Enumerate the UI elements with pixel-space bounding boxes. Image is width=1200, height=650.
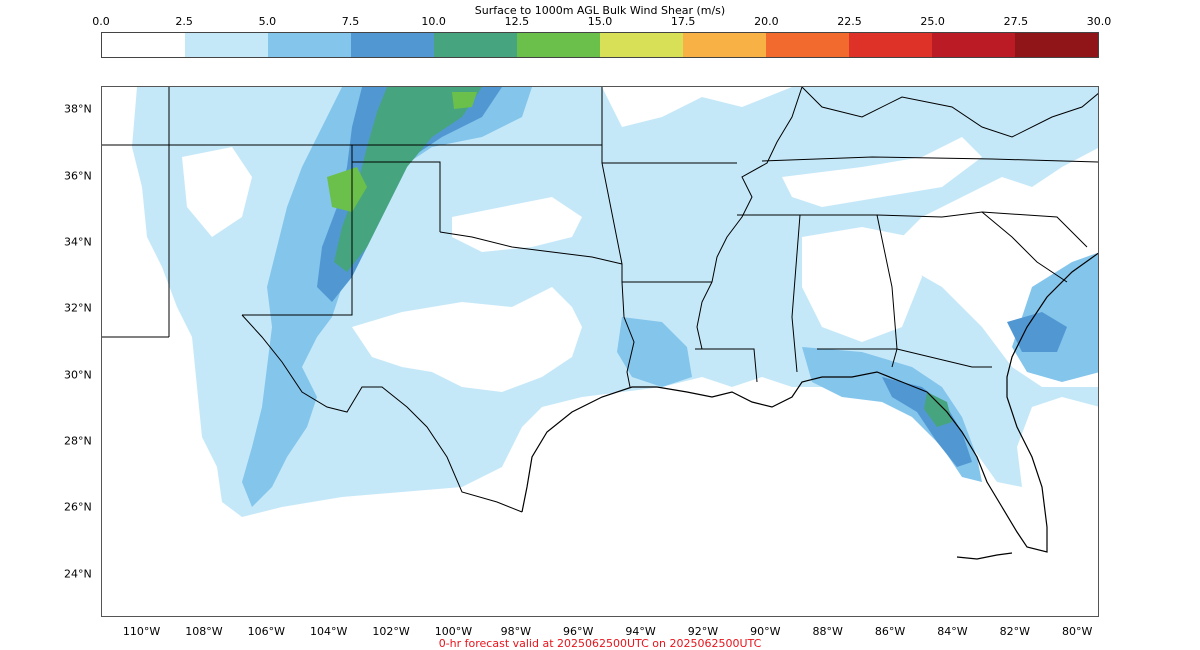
longitude-label: 90°W [750,625,781,638]
shear-hole-central-texas [352,287,582,392]
map-canvas [102,87,1098,560]
colorbar-segment [849,33,932,57]
colorbar-tick-label: 10.0 [421,15,446,28]
shear-band-7p5-10-carolina [1007,312,1067,352]
colorbar-tick-label: 5.0 [258,15,277,28]
colorbar-segment [932,33,1015,57]
florida-peninsula [926,252,1098,553]
longitude-label: 84°W [937,625,968,638]
border-tx-panhandle [352,161,441,232]
colorbar-segment [600,33,683,57]
border-ms-al [791,214,801,373]
shear-band-12p5-15 [327,167,367,212]
colorbar-segment [517,33,600,57]
mississippi-river [696,87,803,350]
latitude-label: 36°N [64,169,92,183]
border-al-ga [876,214,898,368]
longitude-label: 104°W [309,625,348,638]
shear-hole-oklahoma [452,197,582,252]
longitude-label: 98°W [500,625,531,638]
colorbar-segment [351,33,434,57]
latitude-label: 26°N [64,500,92,514]
latitude-label: 38°N [64,102,92,116]
state-borders [102,87,1098,513]
border-nm-tx-west [242,145,353,316]
gulf-coast-texas [521,386,657,513]
longitude-label: 108°W [185,625,223,638]
longitude-label: 92°W [687,625,719,638]
shear-hole-tennessee [782,137,982,207]
colorbar-tick-label: 17.5 [670,15,696,28]
shear-band-12p5-15-north [452,92,477,109]
colorbar-tick-label: 12.5 [504,15,530,28]
colorbar-segment [683,33,766,57]
ohio-river [801,87,1098,138]
shear-band-7p5-10-florida [882,377,972,467]
latitude-label: 30°N [64,368,92,382]
shear-band-10-12p5-florida [924,392,952,427]
latitude-label: 24°N [64,567,92,581]
longitude-label: 106°W [247,625,285,638]
border-ky-tn [761,156,1098,163]
latitude-label: 28°N [64,434,92,448]
latitude-label: 32°N [64,301,92,315]
border-la-ms [695,348,758,383]
colorbar-segment [434,33,517,57]
latitude-label: 34°N [64,235,92,249]
colorbar-tick-label: 2.5 [175,15,193,28]
colorbar-title: Surface to 1000m AGL Bulk Wind Shear (m/… [474,4,726,17]
border-tx-la [621,281,635,388]
colorbar-segment [185,33,268,57]
shear-hole-new-mexico [182,147,252,237]
border-fl-north [817,348,992,368]
longitude-label: 96°W [562,625,594,638]
forecast-valid-time: 0-hr forecast valid at 2025062500UTC on … [438,637,762,650]
shear-hole-alabama [802,227,922,342]
border-ga-sc [941,211,1068,283]
colorbar-tick-labels: 0.0 2.5 5.0 7.5 10.0 12.5 15.0 17.5 20.0 22.5 25.0… [0,15,1200,29]
wind-shear-shading [132,87,1098,517]
colorbar-tick-label: 20.0 [754,15,779,28]
coastline [521,252,1098,560]
colorbar-segment [268,33,351,57]
longitude-label: 88°W [812,625,843,638]
border-nc-sc [981,211,1088,248]
longitude-label: 80°W [1061,625,1093,638]
florida-keys [956,552,1013,560]
colorbar-segment [1015,33,1098,57]
shear-band-10-12p5 [334,87,482,272]
shear-band-5-7p5-west [242,87,532,507]
colorbar-segment [102,33,185,57]
longitude-label: 100°W [434,625,473,638]
colorbar-tick-label: 0.0 [92,15,110,28]
longitude-label: 102°W [372,625,410,638]
colorbar-tick-label: 22.5 [837,15,862,28]
rio-grande [241,314,523,513]
shear-band-5-7p5-louisiana [617,317,692,387]
colorbar-tick-label: 25.0 [920,15,945,28]
longitude-label: 86°W [874,625,906,638]
shear-band-5-7p5-florida [802,347,982,482]
longitude-label: 82°W [999,625,1030,638]
longitude-label: 94°W [625,625,656,638]
gulf-coast-louisiana [656,376,823,408]
colorbar-tick-label: 30.0 [1086,15,1112,28]
border-ok-tx [439,231,623,265]
colorbar-tick-label: 27.5 [1003,15,1029,28]
colorbar-tick-label: 7.5 [341,15,360,28]
map-frame [101,86,1099,617]
gulf-coast-panhandle [822,371,928,393]
longitude-label: 110°W [122,625,161,638]
colorbar [101,32,1099,58]
colorbar-segment [766,33,849,57]
colorbar-tick-label: 15.0 [587,15,613,28]
